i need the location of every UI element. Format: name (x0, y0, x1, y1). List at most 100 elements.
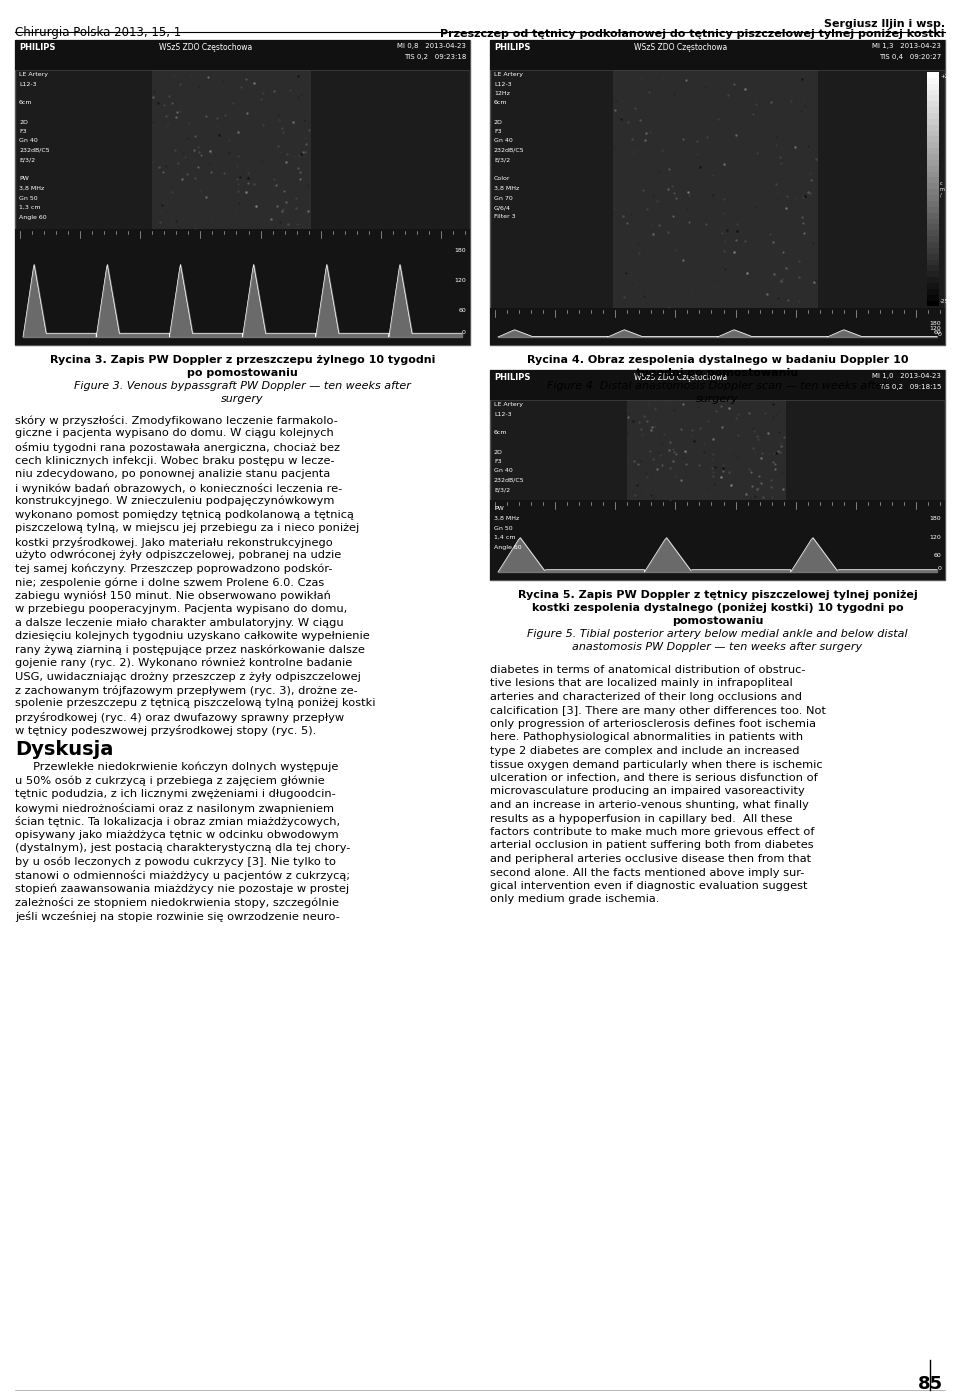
Text: 6cm: 6cm (494, 101, 508, 105)
Text: a dalsze leczenie miało charakter ambulatoryjny. W ciągu: a dalsze leczenie miało charakter ambula… (15, 618, 344, 628)
Text: MI 0,8   2013-04-23: MI 0,8 2013-04-23 (397, 43, 466, 49)
Bar (927, 113, 939, 119)
Text: nie; zespolenie górne i dolne szwem Prolene 6.0. Czas: nie; zespolenie górne i dolne szwem Prol… (15, 577, 324, 587)
Text: użyto odwróconej żyły odpiszczelowej, pobranej na udzie: użyto odwróconej żyły odpiszczelowej, po… (15, 549, 341, 561)
Text: second alone. All the facts mentioned above imply sur-: second alone. All the facts mentioned ab… (490, 868, 804, 878)
Text: stopień zaawansowania miażdżycy nie pozostaje w prostej: stopień zaawansowania miażdżycy nie pozo… (15, 884, 349, 893)
Text: tętnic podudzia, z ich licznymi zwężeniami i długoodcin-: tętnic podudzia, z ich licznymi zwężenia… (15, 788, 336, 800)
Bar (927, 189, 939, 196)
Text: Rycina 4. Obraz zespolenia dystalnego w badaniu Doppler 10: Rycina 4. Obraz zespolenia dystalnego w … (527, 355, 908, 365)
Text: only medium grade ischemia.: only medium grade ischemia. (490, 895, 660, 905)
Text: F3: F3 (19, 129, 27, 134)
Text: type 2 diabetes are complex and include an increased: type 2 diabetes are complex and include … (490, 747, 800, 756)
Text: 3,8 MHz: 3,8 MHz (494, 186, 519, 192)
Text: dziesięciu kolejnych tygodniu uzyskano całkowite wypełnienie: dziesięciu kolejnych tygodniu uzyskano c… (15, 630, 370, 642)
Text: w tętnicy podeszwowej przyśrodkowej stopy (ryc. 5).: w tętnicy podeszwowej przyśrodkowej stop… (15, 726, 316, 737)
Bar (15, 41, 470, 345)
Text: stanowi o odmienności miażdżycy u pacjentów z cukrzycą;: stanowi o odmienności miażdżycy u pacjen… (15, 870, 350, 881)
Text: USG, uwidaczniając drożny przeszczep z żyły odpiszczelowej: USG, uwidaczniając drożny przeszczep z ż… (15, 671, 361, 681)
Bar (927, 260, 939, 266)
Text: 60: 60 (458, 308, 466, 313)
Bar (927, 148, 939, 154)
Text: gical intervention even if diagnostic evaluation suggest: gical intervention even if diagnostic ev… (490, 881, 807, 891)
Bar (490, 500, 945, 580)
Text: calcification [3]. There are many other differences too. Not: calcification [3]. There are many other … (490, 706, 826, 716)
Bar (490, 370, 945, 580)
Text: PW: PW (494, 506, 504, 512)
Text: ośmiu tygodni rana pozostawała anergiczna, chociaż bez: ośmiu tygodni rana pozostawała anergiczn… (15, 442, 340, 453)
Text: konstrukcyjnego. W znieczuleniu podpajęczynówkowym: konstrukcyjnego. W znieczuleniu podpajęc… (15, 496, 334, 506)
Text: TIS 0,2   09:18:15: TIS 0,2 09:18:15 (878, 384, 941, 390)
Text: +25: +25 (940, 74, 951, 80)
Text: 120: 120 (929, 535, 941, 540)
Text: LE Artery: LE Artery (19, 73, 48, 77)
Text: Gn 40: Gn 40 (494, 468, 513, 474)
Text: 60: 60 (933, 554, 941, 558)
Text: Sergiusz Iljin i wsp.: Sergiusz Iljin i wsp. (824, 20, 945, 29)
Bar (15, 41, 470, 70)
Text: MI 1,0   2013-04-23: MI 1,0 2013-04-23 (872, 373, 941, 379)
Bar (927, 84, 939, 89)
Text: niu zdecydowano, po ponownej analizie stanu pacjenta: niu zdecydowano, po ponownej analizie st… (15, 468, 330, 480)
Text: pomostowaniu: pomostowaniu (672, 617, 763, 626)
Bar (927, 172, 939, 178)
Bar (927, 124, 939, 130)
Text: E/3/2: E/3/2 (494, 158, 510, 162)
Bar (927, 271, 939, 277)
Bar (927, 295, 939, 301)
Text: Gn 70: Gn 70 (494, 196, 513, 200)
Text: z zachowanym trójfazowym przepływem (ryc. 3), drożne ze-: z zachowanym trójfazowym przepływem (ryc… (15, 685, 358, 695)
Text: anastomosis PW Doppler — ten weeks after surgery: anastomosis PW Doppler — ten weeks after… (572, 642, 863, 651)
Bar (927, 143, 939, 148)
Bar (627, 400, 785, 500)
Bar (927, 212, 939, 218)
Bar (490, 41, 945, 70)
Text: 120: 120 (929, 326, 941, 331)
Bar (927, 95, 939, 101)
Text: gojenie rany (ryc. 2). Wykonano również kontrolne badanie: gojenie rany (ryc. 2). Wykonano również … (15, 658, 352, 668)
Text: F3: F3 (494, 459, 502, 464)
Text: po pomostowaniu: po pomostowaniu (187, 368, 298, 377)
Text: WSzS ZDO Częstochowa: WSzS ZDO Częstochowa (635, 373, 728, 382)
Text: microvasculature producing an impaired vasoreactivity: microvasculature producing an impaired v… (490, 787, 804, 797)
Text: and peripheral arteries occlusive disease then from that: and peripheral arteries occlusive diseas… (490, 854, 811, 864)
Text: tissue oxygen demand particularly when there is ischemic: tissue oxygen demand particularly when t… (490, 759, 823, 769)
Bar (927, 73, 939, 78)
Text: 2D: 2D (19, 119, 28, 124)
Bar (927, 101, 939, 108)
Text: kostki zespolenia dystalnego (poniżej kostki) 10 tygodni po: kostki zespolenia dystalnego (poniżej ko… (532, 603, 903, 612)
Text: tej samej kończyny. Przeszczep poprowadzono podskór-: tej samej kończyny. Przeszczep poprowadz… (15, 563, 332, 575)
Text: 0: 0 (462, 330, 466, 336)
Bar (490, 309, 945, 345)
Text: zabiegu wyniósł 150 minut. Nie obserwowano powikłań: zabiegu wyniósł 150 minut. Nie obserwowa… (15, 590, 331, 601)
Text: tygodni po pomostowaniu: tygodni po pomostowaniu (636, 368, 799, 377)
Text: Figure 3. Venous bypassgraft PW Doppler — ten weeks after: Figure 3. Venous bypassgraft PW Doppler … (74, 382, 411, 391)
Bar (927, 277, 939, 282)
Bar (927, 236, 939, 242)
Bar (927, 231, 939, 236)
Text: arteries and characterized of their long occlusions and: arteries and characterized of their long… (490, 692, 802, 702)
Text: 120: 120 (454, 278, 466, 284)
Bar (927, 247, 939, 253)
Text: 0: 0 (937, 566, 941, 570)
Text: Angle 60: Angle 60 (19, 214, 47, 219)
Text: ulceration or infection, and there is serious disfunction of: ulceration or infection, and there is se… (490, 773, 818, 783)
Text: 180: 180 (454, 247, 466, 253)
Text: zależności ze stopniem niedokrwienia stopy, szczególnie: zależności ze stopniem niedokrwienia sto… (15, 898, 339, 907)
Text: 85: 85 (918, 1376, 943, 1392)
Text: Color: Color (494, 176, 511, 182)
Bar (927, 78, 939, 84)
Bar (927, 137, 939, 143)
Text: cech klinicznych infekcji. Wobec braku postępu w lecze-: cech klinicznych infekcji. Wobec braku p… (15, 456, 335, 466)
Text: surgery: surgery (696, 394, 739, 404)
Text: E/3/2: E/3/2 (494, 488, 510, 492)
Bar (927, 89, 939, 95)
Text: Dyskusja: Dyskusja (15, 740, 113, 759)
Text: Przeszczep od tętnicy podkolanowej do tętnicy piszczelowej tylnej poniżej kostki: Przeszczep od tętnicy podkolanowej do tę… (441, 29, 945, 39)
Text: TIS 0,2   09:23:18: TIS 0,2 09:23:18 (403, 55, 466, 60)
Text: G/6/4: G/6/4 (494, 206, 511, 210)
Text: 232dB/C5: 232dB/C5 (19, 148, 50, 152)
Text: 1,4 cm: 1,4 cm (494, 535, 516, 540)
Bar (927, 289, 939, 295)
Text: kostki przyśrodkowej. Jako materiału rekonstrukcyjnego: kostki przyśrodkowej. Jako materiału rek… (15, 537, 333, 548)
